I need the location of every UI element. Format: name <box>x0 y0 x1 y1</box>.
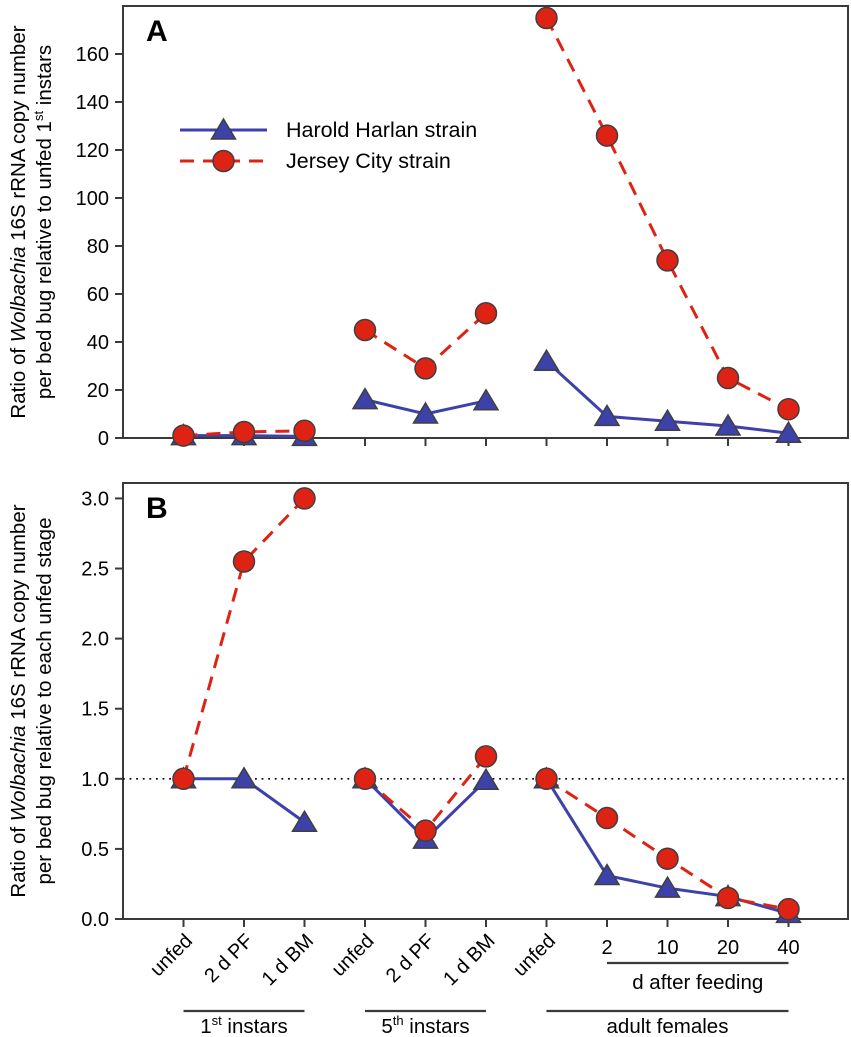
data-point-circle <box>353 318 377 342</box>
y-axis-title-line2: per bed bug relative to unfed 1st instar… <box>31 45 56 399</box>
data-point-circle <box>212 149 235 173</box>
y-tick-label: 3.0 <box>81 488 109 510</box>
data-point-circle <box>535 767 558 791</box>
y-tick-label: 2.5 <box>81 559 109 581</box>
data-point-circle <box>293 419 316 443</box>
panel-label-a: A <box>146 15 168 48</box>
data-point-circle <box>595 124 619 147</box>
data-point-circle <box>474 301 498 325</box>
x-tick-label-rotated: 2 d PF <box>382 930 439 987</box>
y-tick-label: 40 <box>87 332 109 354</box>
x-tick-label-rotated: unfed <box>328 930 379 981</box>
plot-box <box>122 5 849 439</box>
y-tick-label: 20 <box>87 380 109 402</box>
data-point-triangle <box>230 766 258 789</box>
y-tick-label: 160 <box>76 44 109 66</box>
x-tick-label-rotated: unfed <box>146 930 197 981</box>
y-axis-title-line1: Ratio of Wolbachia 16S rRNA copy number <box>7 25 30 418</box>
data-point-circle <box>716 886 740 910</box>
data-point-circle <box>535 6 558 30</box>
days-after-feeding-label: d after feeding <box>632 971 763 994</box>
x-tick-label-rotated: 1 d BM <box>439 930 499 990</box>
y-tick-label: 0.5 <box>81 839 109 861</box>
stage-group-label-2: adult females <box>607 1015 729 1037</box>
y-tick-label: 0 <box>98 428 109 450</box>
x-tick-label-rotated: 2 d PF <box>200 930 257 987</box>
data-point-triangle <box>533 348 560 371</box>
stage-group-label-0: 1st instars <box>200 1013 288 1037</box>
data-point-triangle <box>472 388 500 411</box>
data-point-circle <box>777 897 800 921</box>
data-point-circle <box>656 249 679 272</box>
x-tick-label-rotated: unfed <box>509 930 560 981</box>
data-point-circle <box>232 550 256 573</box>
x-tick-label-days: 10 <box>656 937 678 959</box>
y-tick-label: 2.0 <box>81 629 109 651</box>
legend: Harold Harlan strain Jersey City strain <box>180 117 477 173</box>
data-point-triangle <box>593 863 621 886</box>
y-tick-label: 0.0 <box>81 909 109 931</box>
series-line <box>182 497 306 780</box>
data-point-circle <box>414 357 437 380</box>
data-point-triangle <box>775 420 802 443</box>
y-axis-title-line1: Ratio of Wolbachia 16S rRNA copy number <box>7 504 30 897</box>
data-point-circle <box>474 745 498 768</box>
y-tick-label: 100 <box>76 188 109 210</box>
series-line <box>545 17 790 411</box>
plot-box <box>122 482 849 920</box>
y-axis-title-line2: per bed bug relative to each unfed stage <box>33 518 56 885</box>
panel-label-b: B <box>146 492 168 525</box>
data-point-circle <box>656 847 679 870</box>
legend-label: Harold Harlan strain <box>286 118 477 142</box>
stage-group-label-1: 5th instars <box>381 1013 469 1037</box>
data-point-circle <box>172 767 195 791</box>
data-point-circle <box>777 397 800 421</box>
series-line <box>183 429 305 438</box>
legend-item-jersey-city: Jersey City strain <box>180 149 451 173</box>
x-tick-label-rotated: 1 d BM <box>258 930 318 990</box>
panel-b: 0.0 0.5 1.0 1.5 2.0 2.5 3.0 B Ratio of Wolbachia… <box>7 482 849 931</box>
data-point-circle <box>232 420 256 444</box>
y-tick-label: 1.5 <box>81 699 109 721</box>
x-axis-annotations: unfed 2 d PF 1 d BM unfed 2 d PF 1 d BM unfed 2… <box>146 930 800 1037</box>
data-point-circle <box>293 487 316 510</box>
x-tick-label-days: 40 <box>777 937 799 959</box>
legend-item-harold-harlan: Harold Harlan strain <box>180 117 477 142</box>
data-point-circle <box>716 366 740 390</box>
data-point-triangle <box>472 767 500 790</box>
data-point-circle <box>172 424 195 447</box>
data-point-triangle <box>412 401 439 424</box>
y-tick-label: 80 <box>87 236 109 258</box>
data-point-triangle <box>351 387 379 410</box>
y-tick-label: 120 <box>76 140 109 162</box>
data-point-triangle <box>714 413 742 436</box>
x-tick-label-days: 20 <box>717 937 739 959</box>
data-point-triangle <box>593 403 621 427</box>
data-point-triangle <box>291 809 318 833</box>
y-tick-label: 1.0 <box>81 769 109 791</box>
data-point-triangle <box>210 117 237 140</box>
data-point-triangle <box>654 408 681 431</box>
y-tick-label: 60 <box>87 284 109 306</box>
legend-label: Jersey City strain <box>286 149 451 173</box>
data-point-circle <box>595 806 619 830</box>
panel-a: 0 20 40 60 80 100 120 140 160 A Ratio of Wolbachia… <box>7 5 849 450</box>
data-point-circle <box>414 819 437 842</box>
y-tick-label: 140 <box>76 92 109 114</box>
data-point-circle <box>353 767 377 791</box>
data-point-triangle <box>654 875 681 898</box>
x-tick-label-days: 2 <box>601 937 612 959</box>
